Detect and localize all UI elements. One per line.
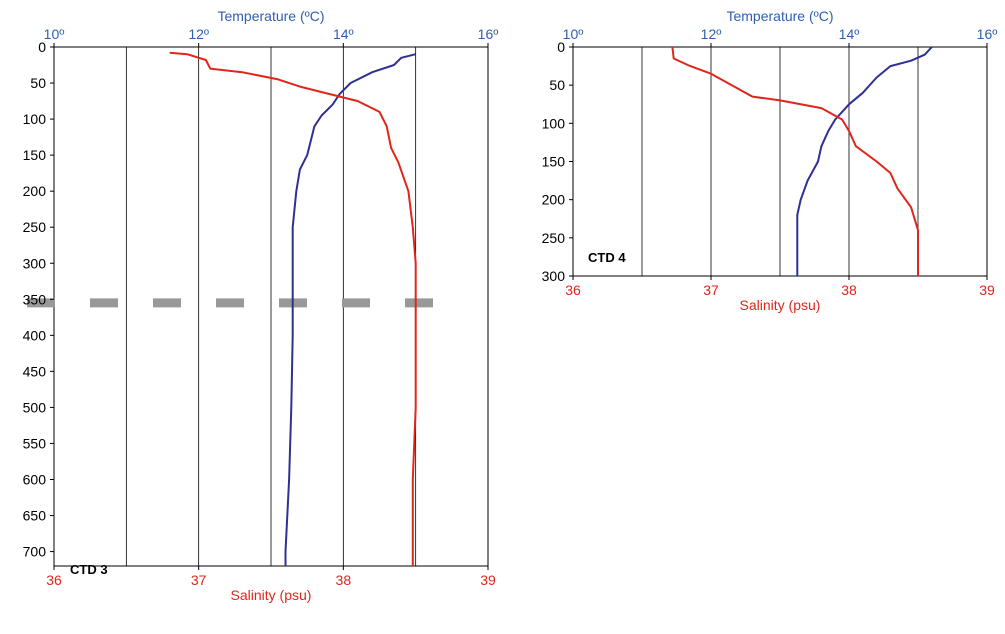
ctd4-temperature-tick-label: 14º	[839, 26, 860, 42]
ctd3-y-tick-label: 150	[23, 147, 47, 163]
ctd4-temperature-tick-label: 12º	[701, 26, 722, 42]
ctd3-temperature-tick-label: 14º	[333, 26, 354, 42]
ctd3-y-tick-label: 0	[38, 39, 46, 55]
ctd3-y-tick-label: 100	[23, 111, 47, 127]
ctd3-y-tick-label: 550	[23, 435, 47, 451]
ctd4-temperature-tick-label: 16º	[977, 26, 998, 42]
ctd4-salinity-tick-label: 38	[841, 282, 857, 298]
ctd3-y-tick-label: 50	[30, 75, 46, 91]
ctd3-y-tick-label: 250	[23, 219, 47, 235]
ctd4-y-tick-label: 100	[542, 115, 566, 131]
ctd3-y-tick-label: 650	[23, 508, 47, 524]
ctd3-temperature-tick-label: 16º	[478, 26, 499, 42]
ctd3-salinity-tick-label: 36	[46, 572, 62, 588]
ctd3-temperature-tick-label: 12º	[188, 26, 209, 42]
ctd4-salinity-profile-line	[671, 46, 919, 276]
ctd4-profile-label: CTD 4	[588, 250, 626, 265]
ctd3-salinity-tick-label: 39	[480, 572, 496, 588]
ctd3-profile-label: CTD 3	[70, 562, 108, 577]
ctd3-salinity-tick-label: 37	[191, 572, 207, 588]
ctd3-salinity-profile-line	[169, 51, 417, 566]
ctd3-salinity-axis-title: Salinity (psu)	[231, 587, 312, 603]
ctd4-y-tick-label: 0	[557, 39, 565, 55]
ctd3-y-tick-label: 500	[23, 399, 47, 415]
ctd4-y-tick-label: 300	[542, 268, 566, 284]
ctd4-temperature-profile-line	[796, 46, 933, 276]
ctd4-salinity-tick-label: 37	[703, 282, 719, 298]
ctd4-panel: Temperature (ºC) Salinity (psu) CTD 4 0 5…	[542, 8, 998, 313]
ctd4-y-tick-label: 150	[542, 154, 566, 170]
ctd4-temperature-axis-title: Temperature (ºC)	[726, 8, 833, 24]
ctd4-salinity-axis-title: Salinity (psu)	[740, 297, 821, 313]
ctd3-y-tick-label: 700	[23, 544, 47, 560]
ctd3-y-tick-label: 200	[23, 183, 47, 199]
ctd3-salinity-tick-label: 38	[336, 572, 352, 588]
ctd3-y-tick-label: 350	[23, 291, 47, 307]
ctd3-temperature-axis-title: Temperature (ºC)	[217, 8, 324, 24]
ctd3-y-tick-label: 600	[23, 472, 47, 488]
ctd3-temperature-tick-label: 10º	[44, 26, 65, 42]
ctd4-y-tick-label: 50	[549, 77, 565, 93]
ctd3-y-tick-label: 450	[23, 363, 47, 379]
ctd3-temperature-profile-line	[284, 53, 416, 566]
ctd3-y-tick-label: 400	[23, 327, 47, 343]
ctd4-y-tick-label: 250	[542, 230, 566, 246]
ctd4-temperature-tick-label: 10º	[563, 26, 584, 42]
ctd4-salinity-tick-label: 39	[979, 282, 995, 298]
ctd3-y-tick-label: 300	[23, 255, 47, 271]
ctd3-panel: Temperature (ºC) Salinity (psu) CTD 3 0 5…	[23, 8, 499, 603]
ctd4-salinity-tick-label: 36	[565, 282, 581, 298]
ctd4-y-tick-label: 200	[542, 192, 566, 208]
